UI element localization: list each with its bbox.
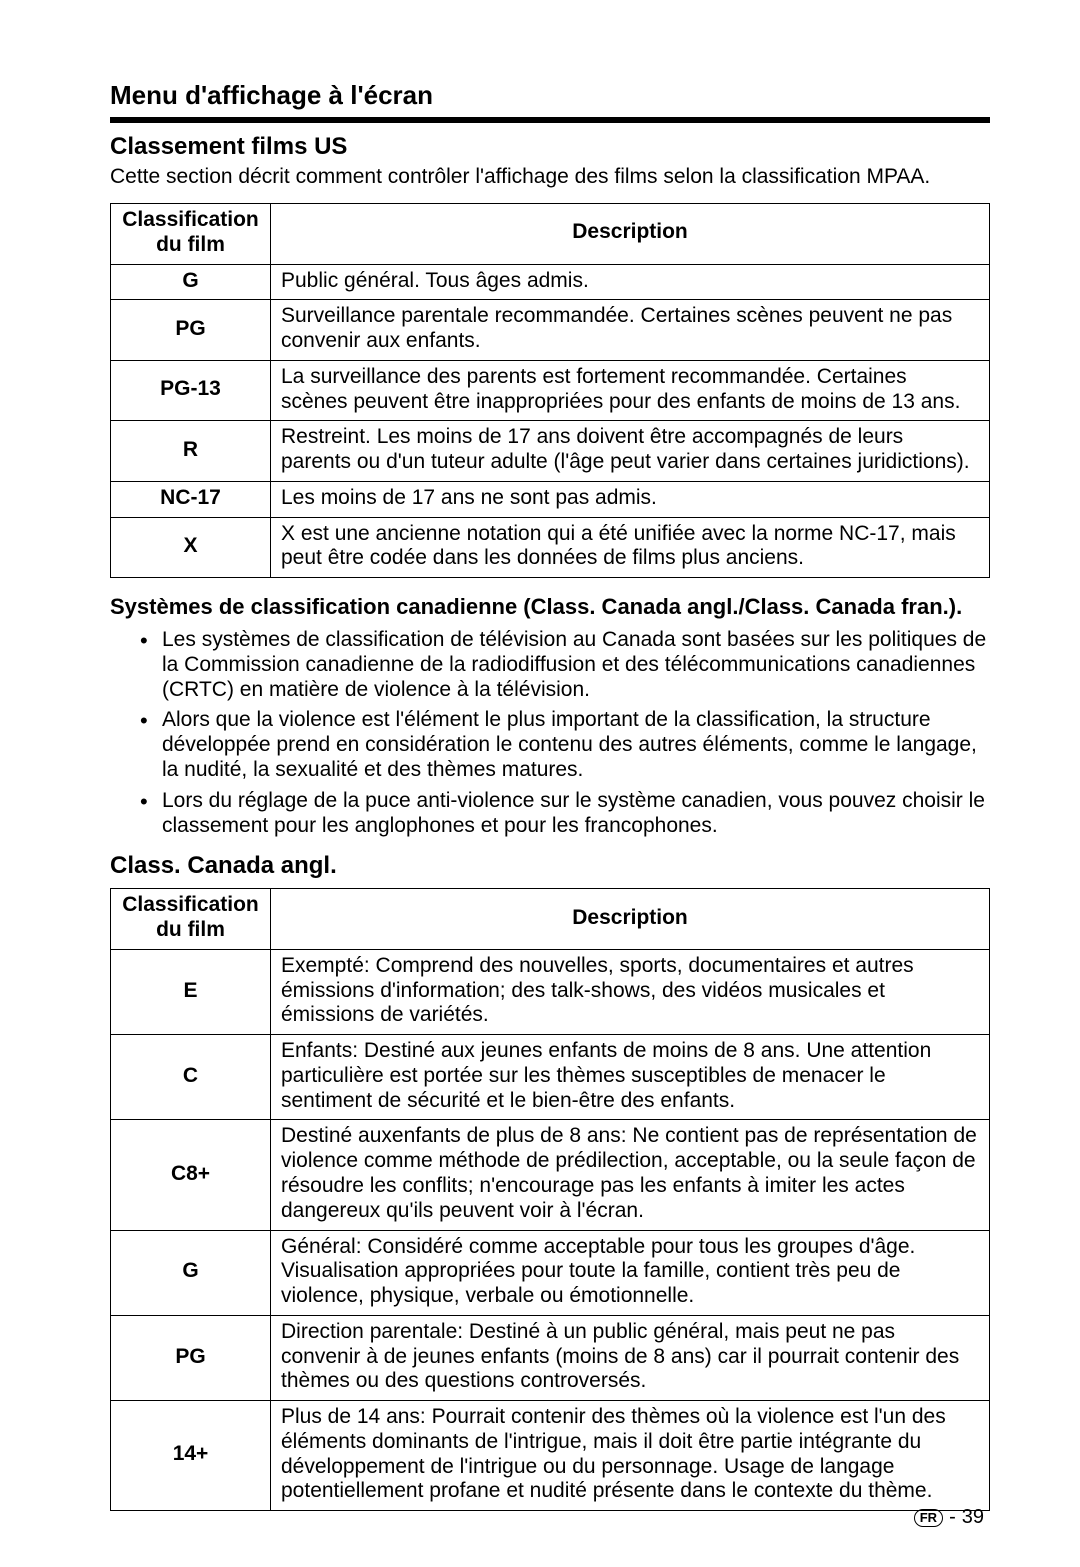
rating-desc: La surveillance des parents est fortemen… — [271, 360, 990, 421]
table-row: G Public général. Tous âges admis. — [111, 264, 990, 300]
ca-en-section-heading: Class. Canada angl. — [110, 852, 990, 880]
rating-code: PG — [111, 300, 271, 361]
rating-desc: Plus de 14 ans: Pourrait contenir des th… — [271, 1401, 990, 1511]
rating-code: R — [111, 421, 271, 482]
document-page: Menu d'affichage à l'écran Classement fi… — [0, 0, 1080, 1567]
rating-desc: Général: Considéré comme acceptable pour… — [271, 1230, 990, 1315]
us-section-intro: Cette section décrit comment contrôler l… — [110, 165, 990, 189]
rating-desc: Enfants: Destiné aux jeunes enfants de m… — [271, 1035, 990, 1120]
footer-separator: - — [949, 1506, 956, 1529]
rating-desc: X est une ancienne notation qui a été un… — [271, 517, 990, 578]
rating-code: NC-17 — [111, 481, 271, 517]
page-title: Menu d'affichage à l'écran — [110, 80, 990, 111]
rating-desc: Exempté: Comprend des nouvelles, sports,… — [271, 949, 990, 1034]
rating-desc: Les moins de 17 ans ne sont pas admis. — [271, 481, 990, 517]
us-section-heading: Classement films US — [110, 133, 990, 161]
th-desc: Description — [271, 889, 990, 950]
table-row: PG Surveillance parentale recommandée. C… — [111, 300, 990, 361]
rating-code: PG-13 — [111, 360, 271, 421]
rating-code: C8+ — [111, 1120, 271, 1230]
table-header-row: Classification du film Description — [111, 204, 990, 265]
rating-code: X — [111, 517, 271, 578]
list-item: Les systèmes de classification de télévi… — [140, 628, 990, 702]
th-code: Classification du film — [111, 204, 271, 265]
th-code: Classification du film — [111, 889, 271, 950]
table-row: PG Direction parentale: Destiné à un pub… — [111, 1315, 990, 1400]
rating-code: E — [111, 949, 271, 1034]
canadian-subhead: Systèmes de classification canadienne (C… — [110, 594, 990, 620]
th-desc: Description — [271, 204, 990, 265]
table-row: E Exempté: Comprend des nouvelles, sport… — [111, 949, 990, 1034]
table-row: C8+ Destiné auxenfants de plus de 8 ans:… — [111, 1120, 990, 1230]
us-rating-table: Classification du film Description G Pub… — [110, 203, 990, 578]
list-item: Alors que la violence est l'élément le p… — [140, 708, 990, 782]
rating-desc: Restreint. Les moins de 17 ans doivent ê… — [271, 421, 990, 482]
rating-code: C — [111, 1035, 271, 1120]
rating-desc: Destiné auxenfants de plus de 8 ans: Ne … — [271, 1120, 990, 1230]
rating-code: G — [111, 264, 271, 300]
table-row: C Enfants: Destiné aux jeunes enfants de… — [111, 1035, 990, 1120]
list-item: Lors du réglage de la puce anti-violence… — [140, 789, 990, 839]
rating-code: PG — [111, 1315, 271, 1400]
rating-desc: Direction parentale: Destiné à un public… — [271, 1315, 990, 1400]
canadian-bullet-list: Les systèmes de classification de télévi… — [110, 628, 990, 838]
title-rule — [110, 117, 990, 123]
page-footer: FR - 39 — [914, 1506, 984, 1529]
table-row: R Restreint. Les moins de 17 ans doivent… — [111, 421, 990, 482]
page-number: 39 — [962, 1506, 984, 1529]
ca-en-rating-table: Classification du film Description E Exe… — [110, 888, 990, 1511]
rating-code: G — [111, 1230, 271, 1315]
table-row: X X est une ancienne notation qui a été … — [111, 517, 990, 578]
rating-desc: Surveillance parentale recommandée. Cert… — [271, 300, 990, 361]
table-row: NC-17 Les moins de 17 ans ne sont pas ad… — [111, 481, 990, 517]
table-row: 14+ Plus de 14 ans: Pourrait contenir de… — [111, 1401, 990, 1511]
table-row: G Général: Considéré comme acceptable po… — [111, 1230, 990, 1315]
language-badge: FR — [914, 1509, 943, 1527]
rating-code: 14+ — [111, 1401, 271, 1511]
rating-desc: Public général. Tous âges admis. — [271, 264, 990, 300]
table-row: PG-13 La surveillance des parents est fo… — [111, 360, 990, 421]
table-header-row: Classification du film Description — [111, 889, 990, 950]
